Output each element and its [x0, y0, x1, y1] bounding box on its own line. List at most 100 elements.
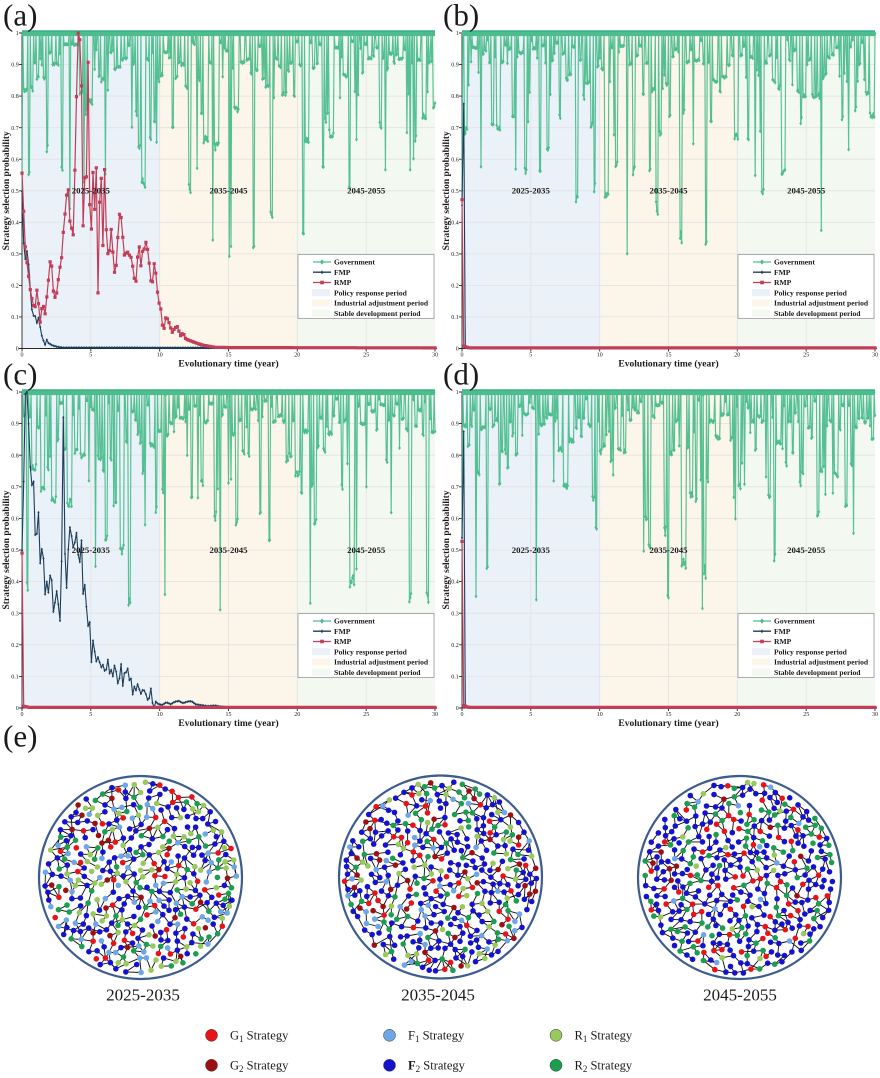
svg-text:0.7: 0.7 [451, 485, 459, 491]
svg-text:20: 20 [294, 352, 300, 358]
svg-text:R1 Strategy: R1 Strategy [575, 1029, 633, 1045]
svg-text:25: 25 [803, 352, 809, 358]
svg-text:G2 Strategy: G2 Strategy [230, 1059, 289, 1075]
svg-text:0.9: 0.9 [11, 63, 19, 69]
svg-text:0: 0 [461, 352, 464, 358]
svg-text:15: 15 [226, 712, 232, 718]
svg-text:0.1: 0.1 [11, 675, 19, 681]
svg-text:Policy response period: Policy response period [774, 648, 848, 657]
svg-text:0.7: 0.7 [11, 485, 19, 491]
svg-text:0.5: 0.5 [451, 548, 459, 554]
svg-text:10: 10 [157, 712, 163, 718]
svg-text:0.1: 0.1 [11, 315, 19, 321]
svg-text:2025-2035: 2025-2035 [72, 545, 111, 555]
svg-text:R2 Strategy: R2 Strategy [575, 1059, 633, 1075]
svg-text:RMP: RMP [774, 637, 792, 646]
svg-text:2045-2055: 2045-2055 [787, 545, 826, 555]
svg-text:5: 5 [529, 352, 532, 358]
svg-text:0.4: 0.4 [11, 580, 19, 586]
svg-text:0.6: 0.6 [11, 157, 19, 163]
svg-text:0: 0 [456, 347, 459, 353]
svg-text:2025-2035: 2025-2035 [512, 186, 551, 196]
svg-text:Stable development period: Stable development period [774, 668, 861, 677]
svg-text:0.9: 0.9 [451, 63, 459, 69]
svg-text:10: 10 [597, 352, 603, 358]
svg-text:Industrial adjustment period: Industrial adjustment period [334, 658, 429, 667]
svg-text:2035-2045: 2035-2045 [649, 186, 688, 196]
svg-text:F2 Strategy: F2 Strategy [408, 1059, 466, 1075]
svg-text:F1 Strategy: F1 Strategy [408, 1029, 465, 1045]
svg-text:FMP: FMP [334, 268, 351, 277]
svg-text:0.5: 0.5 [11, 548, 19, 554]
svg-text:30: 30 [432, 352, 438, 358]
svg-text:FMP: FMP [774, 268, 791, 277]
svg-text:Government: Government [774, 258, 815, 267]
svg-text:5: 5 [89, 352, 92, 358]
svg-text:RMP: RMP [774, 278, 792, 287]
svg-text:(c): (c) [3, 357, 37, 392]
svg-text:0.8: 0.8 [451, 94, 459, 100]
svg-text:1: 1 [456, 390, 459, 396]
svg-text:0.2: 0.2 [11, 643, 19, 649]
svg-text:Evolutionary time (year): Evolutionary time (year) [178, 718, 278, 729]
svg-text:G1 Strategy: G1 Strategy [230, 1029, 289, 1045]
svg-text:Stable development period: Stable development period [334, 668, 421, 677]
svg-text:2025-2035: 2025-2035 [512, 545, 551, 555]
svg-text:0.1: 0.1 [451, 675, 459, 681]
svg-text:20: 20 [734, 352, 740, 358]
svg-text:20: 20 [294, 712, 300, 718]
svg-text:0: 0 [21, 352, 24, 358]
svg-text:FMP: FMP [774, 627, 791, 636]
svg-text:0: 0 [456, 706, 459, 712]
svg-text:0.5: 0.5 [11, 189, 19, 195]
svg-text:0.3: 0.3 [451, 611, 459, 617]
svg-text:Strategy selection probability: Strategy selection probability [442, 490, 452, 609]
svg-text:2045-2055: 2045-2055 [347, 186, 386, 196]
svg-text:5: 5 [89, 712, 92, 718]
svg-text:0.2: 0.2 [11, 284, 19, 290]
svg-text:25: 25 [363, 712, 369, 718]
svg-text:0: 0 [16, 706, 19, 712]
svg-text:2035-2045: 2035-2045 [649, 545, 688, 555]
svg-text:0.9: 0.9 [11, 422, 19, 428]
svg-text:2035-2045: 2035-2045 [209, 186, 248, 196]
svg-text:0.1: 0.1 [451, 315, 459, 321]
svg-text:0.9: 0.9 [451, 422, 459, 428]
svg-text:Strategy selection probability: Strategy selection probability [2, 490, 12, 609]
svg-text:0.6: 0.6 [11, 517, 19, 523]
svg-text:0.3: 0.3 [11, 252, 19, 258]
svg-text:FMP: FMP [334, 627, 351, 636]
svg-text:Industrial adjustment period: Industrial adjustment period [774, 299, 869, 308]
svg-text:2045-2055: 2045-2055 [703, 986, 777, 1005]
svg-text:2035-2045: 2035-2045 [401, 986, 475, 1005]
svg-text:0.3: 0.3 [451, 252, 459, 258]
svg-text:Policy response period: Policy response period [774, 288, 848, 297]
svg-text:2045-2055: 2045-2055 [347, 545, 386, 555]
svg-text:0.3: 0.3 [11, 611, 19, 617]
svg-text:0.5: 0.5 [451, 189, 459, 195]
svg-text:25: 25 [803, 712, 809, 718]
svg-text:0.6: 0.6 [451, 517, 459, 523]
svg-text:2025-2035: 2025-2035 [72, 186, 111, 196]
svg-text:0.2: 0.2 [451, 643, 459, 649]
svg-text:0.8: 0.8 [11, 94, 19, 100]
svg-text:10: 10 [157, 352, 163, 358]
svg-text:Evolutionary time (year): Evolutionary time (year) [178, 359, 278, 370]
svg-text:(d): (d) [443, 357, 479, 392]
svg-text:Government: Government [334, 617, 375, 626]
svg-text:0.7: 0.7 [11, 126, 19, 132]
svg-text:0.4: 0.4 [451, 580, 459, 586]
svg-text:0.4: 0.4 [11, 220, 19, 226]
svg-text:0: 0 [461, 712, 464, 718]
svg-text:Policy response period: Policy response period [334, 288, 408, 297]
svg-text:Strategy selection probability: Strategy selection probability [442, 131, 452, 250]
svg-text:RMP: RMP [334, 637, 352, 646]
svg-text:Policy response period: Policy response period [334, 648, 408, 657]
svg-text:Evolutionary time (year): Evolutionary time (year) [618, 359, 718, 370]
svg-text:(b): (b) [443, 0, 479, 33]
svg-text:30: 30 [432, 712, 438, 718]
svg-text:0.4: 0.4 [451, 220, 459, 226]
svg-text:15: 15 [666, 352, 672, 358]
svg-text:0: 0 [21, 712, 24, 718]
svg-text:Government: Government [334, 258, 375, 267]
